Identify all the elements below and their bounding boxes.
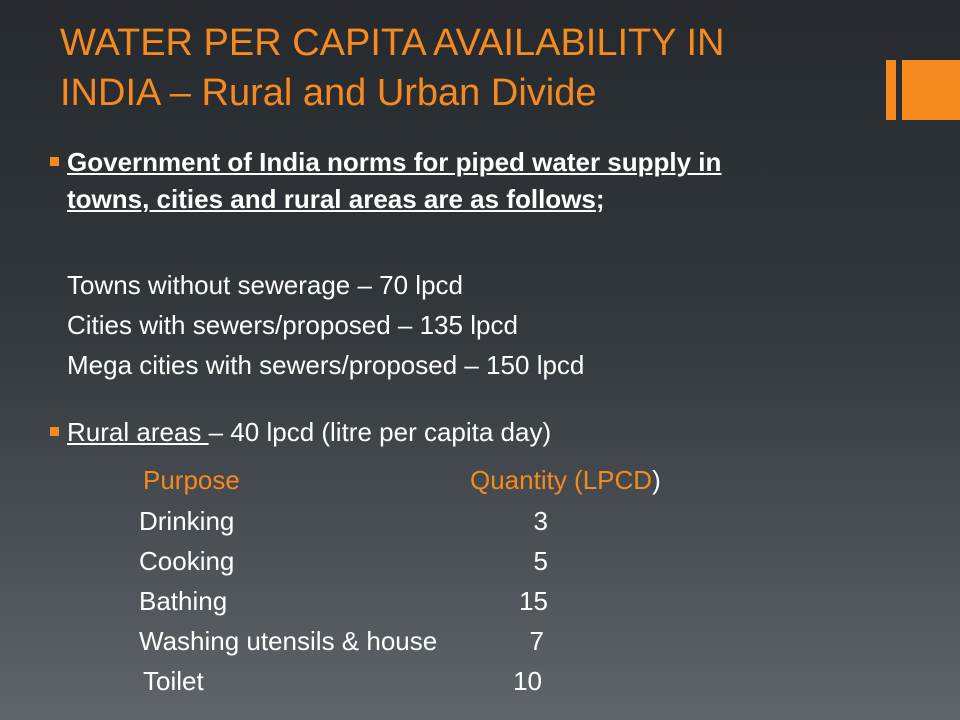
bullet1-line2-end: ; xyxy=(595,184,605,214)
table-row-purpose: Washing utensils & house xyxy=(139,626,438,656)
bullet-square-icon xyxy=(50,157,59,166)
bullet-square-icon xyxy=(50,427,59,436)
table-row-purpose: Drinking xyxy=(139,506,235,536)
norm-cities: Cities with sewers/proposed – 135 lpcd xyxy=(67,310,518,340)
slide-title: WATER PER CAPITA AVAILABILITY IN INDIA –… xyxy=(60,18,860,118)
bullet1-line1-text: Government of India norms for piped wate… xyxy=(67,147,722,177)
table-row-quantity: 15 xyxy=(519,586,548,616)
bullet2-rest: – 40 lpcd (litre per capita day) xyxy=(208,417,552,447)
table-row-quantity: 10 xyxy=(513,666,542,696)
bullet1-line2-text: towns, cities and rural areas are as fol… xyxy=(67,184,596,214)
table-row-quantity: 7 xyxy=(529,626,544,656)
table-row-quantity: 5 xyxy=(533,546,548,576)
accent-bar-decoration xyxy=(886,60,896,120)
table-row-purpose: Toilet xyxy=(143,666,204,696)
table-row-purpose: Cooking xyxy=(139,546,235,576)
norm-mega-cities: Mega cities with sewers/proposed – 150 l… xyxy=(67,350,585,380)
title-line-1: WATER PER CAPITA AVAILABILITY IN xyxy=(60,22,725,64)
header-quantity: Quantity (LPCD) xyxy=(470,465,661,496)
table-row-quantity: 3 xyxy=(533,506,548,536)
bullet1-line2: towns, cities and rural areas are as fol… xyxy=(67,184,605,215)
bullet2-rural: Rural areas – 40 lpcd (litre per capita … xyxy=(67,417,551,448)
bullet2-underlined: Rural areas xyxy=(67,417,209,447)
bullet1-line1: Government of India norms for piped wate… xyxy=(67,147,721,178)
accent-block-decoration xyxy=(902,60,960,120)
table-row-purpose: Bathing xyxy=(139,586,228,616)
title-line-2: INDIA – Rural and Urban Divide xyxy=(60,72,597,114)
norm-towns: Towns without sewerage – 70 lpcd xyxy=(67,270,464,300)
header-purpose: Purpose xyxy=(143,465,240,495)
header-quantity-text: Quantity (LPCD xyxy=(470,465,653,495)
header-quantity-close: ) xyxy=(652,465,661,495)
